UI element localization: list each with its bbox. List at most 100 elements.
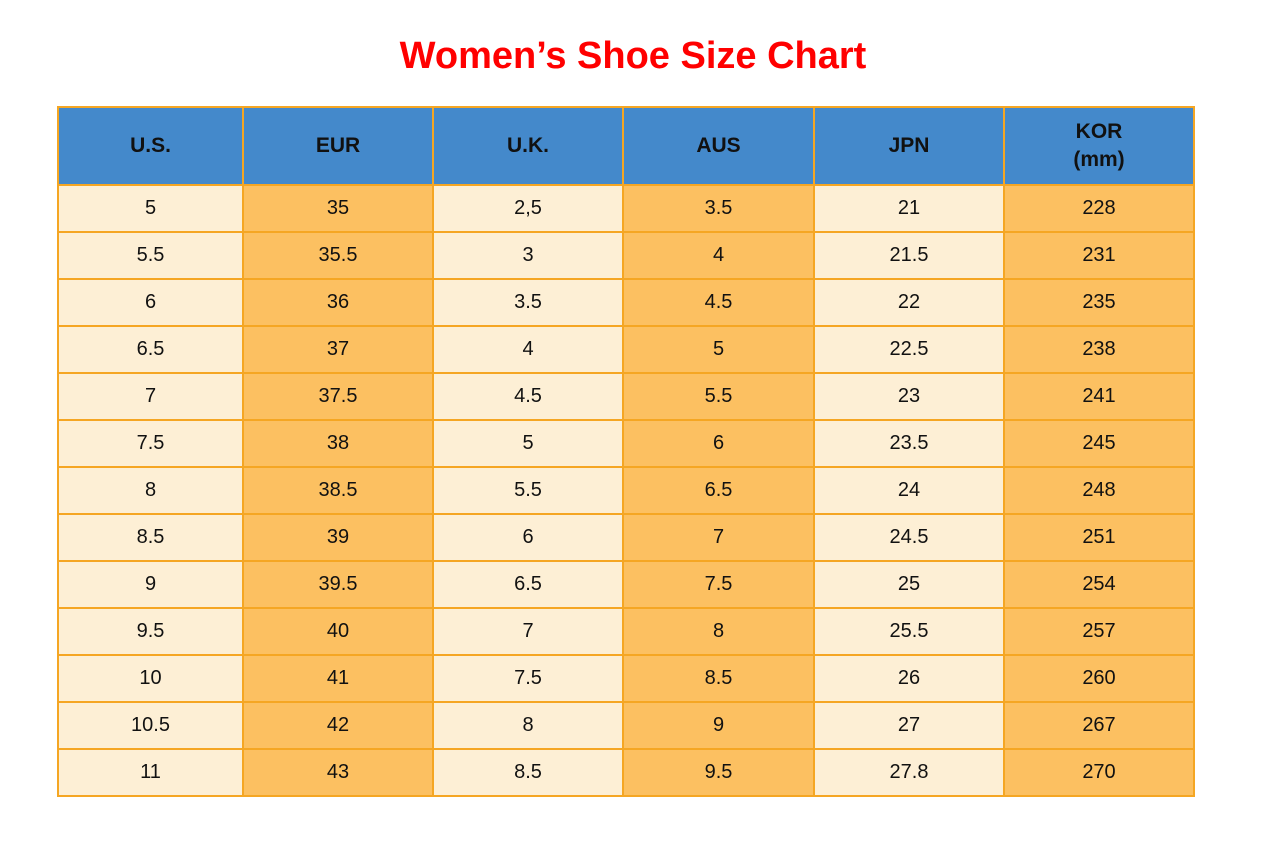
table-cell-us: 7 xyxy=(57,372,244,421)
table-cell-uk: 4 xyxy=(432,325,624,374)
table-cell-aus: 5.5 xyxy=(622,372,815,421)
table-row: 8 38.5 5.5 6.5 24 248 xyxy=(57,466,1195,515)
table-cell-eur: 41 xyxy=(242,654,434,703)
table-cell-eur: 35.5 xyxy=(242,231,434,280)
table-cell-kor: 228 xyxy=(1003,184,1195,233)
column-header-label: KOR xyxy=(1075,119,1123,143)
table-cell-eur: 37.5 xyxy=(242,372,434,421)
table-cell-eur: 36 xyxy=(242,278,434,327)
table-row: 5.5 35.5 3 4 21.5 231 xyxy=(57,231,1195,280)
table-cell-aus: 4.5 xyxy=(622,278,815,327)
table-cell-eur: 42 xyxy=(242,701,434,750)
table-cell-us: 5 xyxy=(57,184,244,233)
column-header-kor: KOR (mm) xyxy=(1003,106,1195,186)
table-row: 11 43 8.5 9.5 27.8 270 xyxy=(57,748,1195,797)
column-header-label: U.K. xyxy=(507,133,549,157)
table-cell-us: 11 xyxy=(57,748,244,797)
table-cell-us: 10 xyxy=(57,654,244,703)
table-row: 7.5 38 5 6 23.5 245 xyxy=(57,419,1195,468)
table-cell-us: 9.5 xyxy=(57,607,244,656)
table-cell-us: 8 xyxy=(57,466,244,515)
table-cell-uk: 8 xyxy=(432,701,624,750)
table-cell-eur: 39.5 xyxy=(242,560,434,609)
table-cell-aus: 8 xyxy=(622,607,815,656)
table-cell-aus: 3.5 xyxy=(622,184,815,233)
table-cell-uk: 3.5 xyxy=(432,278,624,327)
table-cell-jpn: 23 xyxy=(813,372,1005,421)
table-cell-eur: 37 xyxy=(242,325,434,374)
table-cell-jpn: 25.5 xyxy=(813,607,1005,656)
table-row: 10.5 42 8 9 27 267 xyxy=(57,701,1195,750)
table-cell-jpn: 27.8 xyxy=(813,748,1005,797)
column-header-label: EUR xyxy=(315,133,361,157)
table-cell-uk: 4.5 xyxy=(432,372,624,421)
table-cell-eur: 39 xyxy=(242,513,434,562)
column-header-label: JPN xyxy=(888,133,930,157)
column-header-eur: EUR xyxy=(242,106,434,186)
table-cell-us: 6 xyxy=(57,278,244,327)
table-cell-us: 7.5 xyxy=(57,419,244,468)
table-cell-jpn: 21 xyxy=(813,184,1005,233)
table-cell-uk: 2,5 xyxy=(432,184,624,233)
table-cell-kor: 254 xyxy=(1003,560,1195,609)
table-cell-kor: 251 xyxy=(1003,513,1195,562)
table-row: 9.5 40 7 8 25.5 257 xyxy=(57,607,1195,656)
column-header-sublabel: (mm) xyxy=(1073,148,1125,171)
column-header-uk: U.K. xyxy=(432,106,624,186)
table-row: 6.5 37 4 5 22.5 238 xyxy=(57,325,1195,374)
table-cell-aus: 4 xyxy=(622,231,815,280)
table-cell-eur: 43 xyxy=(242,748,434,797)
column-header-aus: AUS xyxy=(622,106,815,186)
table-body: 5 35 2,5 3.5 21 228 5.5 35.5 3 4 21.5 231 6 36 3.5 4.5 2… xyxy=(57,184,1195,797)
column-header-jpn: JPN xyxy=(813,106,1005,186)
table-cell-kor: 248 xyxy=(1003,466,1195,515)
table-cell-aus: 6.5 xyxy=(622,466,815,515)
table-cell-aus: 7 xyxy=(622,513,815,562)
column-header-label: AUS xyxy=(696,133,741,157)
table-cell-kor: 270 xyxy=(1003,748,1195,797)
table-cell-us: 9 xyxy=(57,560,244,609)
table-row: 5 35 2,5 3.5 21 228 xyxy=(57,184,1195,233)
header-row: U.S. EUR U.K. AUS JPN KOR (mm) xyxy=(57,106,1195,186)
table-cell-jpn: 25 xyxy=(813,560,1005,609)
table-cell-jpn: 26 xyxy=(813,654,1005,703)
table-cell-us: 5.5 xyxy=(57,231,244,280)
shoe-size-chart-table: U.S. EUR U.K. AUS JPN KOR (mm) 5 35 2,5 3.5 21 228 5… xyxy=(57,106,1195,797)
table-cell-us: 10.5 xyxy=(57,701,244,750)
table-row: 6 36 3.5 4.5 22 235 xyxy=(57,278,1195,327)
table-cell-us: 6.5 xyxy=(57,325,244,374)
table-row: 8.5 39 6 7 24.5 251 xyxy=(57,513,1195,562)
table-cell-uk: 3 xyxy=(432,231,624,280)
table-cell-aus: 8.5 xyxy=(622,654,815,703)
table-row: 7 37.5 4.5 5.5 23 241 xyxy=(57,372,1195,421)
table-cell-uk: 6.5 xyxy=(432,560,624,609)
table-cell-kor: 238 xyxy=(1003,325,1195,374)
table-cell-jpn: 21.5 xyxy=(813,231,1005,280)
table-cell-kor: 260 xyxy=(1003,654,1195,703)
table-cell-uk: 7.5 xyxy=(432,654,624,703)
table-cell-uk: 7 xyxy=(432,607,624,656)
table-cell-kor: 257 xyxy=(1003,607,1195,656)
table-cell-eur: 40 xyxy=(242,607,434,656)
table-cell-eur: 35 xyxy=(242,184,434,233)
table-cell-jpn: 24 xyxy=(813,466,1005,515)
table-cell-uk: 6 xyxy=(432,513,624,562)
table-row: 10 41 7.5 8.5 26 260 xyxy=(57,654,1195,703)
table-cell-kor: 245 xyxy=(1003,419,1195,468)
table-cell-jpn: 24.5 xyxy=(813,513,1005,562)
table-header: U.S. EUR U.K. AUS JPN KOR (mm) xyxy=(57,106,1195,186)
table-cell-uk: 5.5 xyxy=(432,466,624,515)
column-header-label: U.S. xyxy=(130,133,171,157)
table-cell-kor: 241 xyxy=(1003,372,1195,421)
table-cell-aus: 5 xyxy=(622,325,815,374)
table-cell-jpn: 22.5 xyxy=(813,325,1005,374)
table-row: 9 39.5 6.5 7.5 25 254 xyxy=(57,560,1195,609)
page-title: Women’s Shoe Size Chart xyxy=(399,35,867,77)
table-cell-aus: 6 xyxy=(622,419,815,468)
table-cell-kor: 235 xyxy=(1003,278,1195,327)
table-cell-jpn: 22 xyxy=(813,278,1005,327)
table-cell-kor: 231 xyxy=(1003,231,1195,280)
table-cell-aus: 7.5 xyxy=(622,560,815,609)
table-cell-aus: 9 xyxy=(622,701,815,750)
